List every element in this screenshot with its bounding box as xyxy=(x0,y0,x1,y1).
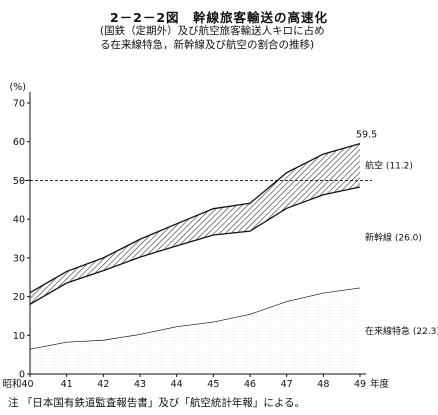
x-tick-label: 42 xyxy=(97,379,109,390)
x-tick-label: 44 xyxy=(171,379,183,390)
y-axis-label: (%) xyxy=(10,82,26,93)
subtitle-line-2: る在来線特急，新幹線及び航空の割合の推移) xyxy=(100,39,315,51)
page-title: 2－2－2図 幹線旅客輸送の高速化 xyxy=(109,10,329,25)
x-tick-label: 46 xyxy=(244,379,256,390)
y-tick-label: 60 xyxy=(13,137,25,148)
x-tick-label: 45 xyxy=(207,379,219,390)
total-value-label: 59.5 xyxy=(356,130,377,141)
y-tick-label: 50 xyxy=(13,176,25,187)
y-tick-label: 30 xyxy=(13,253,25,264)
area-band-2 xyxy=(30,143,360,305)
x-tick-label: 昭和40 xyxy=(2,379,33,390)
x-axis-unit: 年度 xyxy=(370,378,390,390)
series-end-label-1: 新幹線 (26.0) xyxy=(365,231,422,243)
page-subtitle: (国鉄（定期外）及び航空旅客輸送人キロに占め る在来線特急，新幹線及び航空の割合… xyxy=(100,24,380,52)
series-end-label-0: 在来線特急 (22.3) xyxy=(365,325,438,337)
x-tick-label: 48 xyxy=(317,379,329,390)
y-tick-label: 20 xyxy=(13,292,25,303)
subtitle-line-1: (国鉄（定期外）及び航空旅客輸送人キロに占め xyxy=(100,25,325,37)
x-tick-label: 43 xyxy=(134,379,146,390)
y-tick-label: 40 xyxy=(13,215,25,226)
series-end-label-2: 航空 (11.2) xyxy=(365,159,413,171)
y-tick-label: 70 xyxy=(13,99,25,110)
y-tick-label: 10 xyxy=(13,331,25,342)
area-band-0 xyxy=(30,287,360,374)
x-tick-label: 47 xyxy=(281,379,293,390)
y-tick-label: 0 xyxy=(19,370,25,381)
source-note: 注 「日本国有鉄道監査報告書」及び「航空統計年報」による。 xyxy=(8,397,306,409)
area-band-1 xyxy=(30,187,360,349)
x-tick-label: 49 xyxy=(354,379,366,390)
series-line-2 xyxy=(29,143,361,294)
x-tick-label: 41 xyxy=(61,379,73,390)
